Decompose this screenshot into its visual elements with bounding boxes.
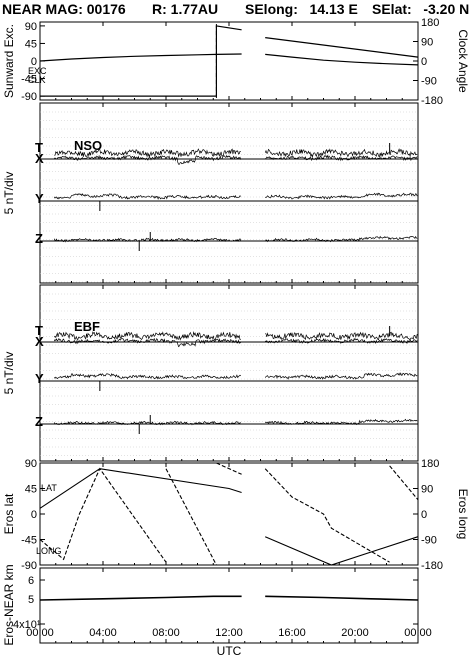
nso-trace-y <box>53 192 418 200</box>
title-selat: SElat: -3.20 N <box>372 1 469 17</box>
component-label-y: Y <box>35 371 44 386</box>
eros-series-long <box>39 462 419 566</box>
y-tick-label-left: -45 <box>21 74 37 86</box>
y-tick-label-left: -90 <box>21 91 37 103</box>
angles-panel-frame <box>39 21 419 101</box>
component-label-t: T <box>35 140 43 155</box>
y-tick-label-left: 0 <box>31 509 37 521</box>
eros-panel-frame <box>39 462 419 566</box>
ebf-ylabel: 5 nT/div <box>2 352 16 395</box>
nso-ylabel: 5 nT/div <box>2 172 16 215</box>
component-label-z: Z <box>35 414 43 429</box>
angles-ylabel-right: Clock Angle <box>456 29 470 93</box>
y-tick-label-right: 0 <box>421 56 427 68</box>
y-tick-label-right: -90 <box>421 76 437 88</box>
nso-label: NSO <box>74 138 102 153</box>
eros-legend-lat: LAT <box>41 483 57 493</box>
x-axis-label: UTC <box>217 644 242 656</box>
nso-panel-frame <box>39 102 419 284</box>
range-tick-5: 5 <box>28 594 34 606</box>
component-label-y: Y <box>35 191 44 206</box>
ebf-label: EBF <box>74 319 100 334</box>
component-label-z: Z <box>35 231 43 246</box>
angles-legend-clk: CLK <box>28 75 46 85</box>
range-ylabel: Eros-NEAR km <box>2 564 16 645</box>
ebf-trace-t <box>53 331 418 341</box>
y-tick-label-left: 90 <box>25 458 37 470</box>
y-tick-label-right: -180 <box>421 560 443 572</box>
angles-ylabel-left: Sunward Exc. <box>2 24 16 98</box>
y-tick-label-right: 180 <box>421 458 439 470</box>
angles-legend-exc: EXC <box>28 66 47 76</box>
y-tick-label-right: -180 <box>421 95 443 107</box>
title-mission: NEAR MAG: 00176 <box>2 1 126 17</box>
y-tick-label-left: 45 <box>25 484 37 496</box>
x-tick-label: 16:00 <box>278 627 306 639</box>
nso-trace-x <box>53 154 418 165</box>
y-tick-label-left: 90 <box>25 21 37 33</box>
range-series <box>39 595 419 601</box>
y-tick-label-right: 180 <box>421 17 439 29</box>
range-tick-6: 6 <box>28 575 34 587</box>
y-tick-label-right: 90 <box>421 37 433 49</box>
x-tick-label: 20:00 <box>341 627 369 639</box>
y-tick-label-right: 0 <box>421 509 427 521</box>
component-label-t: T <box>35 323 43 338</box>
x-tick-label: 04:00 <box>89 627 117 639</box>
title-selong: SElong: 14.13 E <box>245 1 358 17</box>
eros-ylabel-right: Eros long <box>456 489 470 540</box>
eros-legend-long: LONG <box>36 546 62 556</box>
x-tick-label: 00:00 <box>26 627 54 639</box>
angles-series-exc <box>39 53 419 66</box>
range-tick-4: 4x10¹ <box>13 619 41 631</box>
x-tick-label: 08:00 <box>152 627 180 639</box>
ebf-trace-z <box>53 418 418 426</box>
ebf-trace-y <box>53 372 418 380</box>
angles-series-clk <box>40 25 419 97</box>
ebf-trace-x <box>53 337 418 348</box>
title-range: R: 1.77AU <box>152 1 218 17</box>
eros-ylabel-left: Eros lat <box>2 493 16 534</box>
ebf-panel-frame <box>39 284 419 462</box>
y-tick-label-left: -90 <box>21 560 37 572</box>
component-label-x: X <box>35 151 44 166</box>
eros-series-lat <box>39 468 419 566</box>
x-tick-label: 00:00 <box>404 627 432 639</box>
y-tick-label-left: 45 <box>25 38 37 50</box>
x-tick-label: 12:00 <box>215 627 243 639</box>
y-tick-label-left: 0 <box>31 56 37 68</box>
y-tick-label-left: -45 <box>21 535 37 547</box>
nso-trace-z <box>53 235 418 243</box>
nso-trace-t <box>54 148 418 159</box>
y-tick-label-right: -90 <box>421 535 437 547</box>
component-label-x: X <box>35 334 44 349</box>
y-tick-label-right: 90 <box>421 484 433 496</box>
